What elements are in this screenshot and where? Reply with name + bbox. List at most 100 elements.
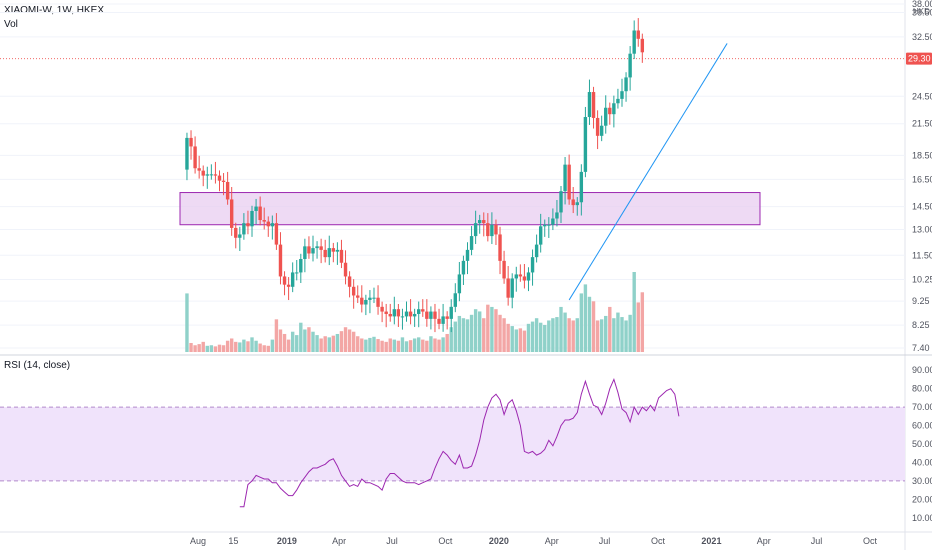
volume-legend: Vol <box>4 19 18 30</box>
candle-body <box>453 293 457 307</box>
volume-bar <box>396 340 401 352</box>
candle-body <box>555 212 559 219</box>
volume-bar <box>274 319 279 352</box>
volume-bar <box>384 341 388 352</box>
candle-body <box>547 224 551 226</box>
price-tick-label: 9.25 <box>912 296 930 306</box>
candle-body <box>242 223 246 235</box>
candle-body <box>246 223 250 227</box>
candle-body <box>571 199 575 206</box>
volume-bar <box>445 333 449 352</box>
volume-bar <box>547 320 551 352</box>
volume-bar <box>510 326 514 352</box>
volume-bar <box>282 333 287 352</box>
candle-body <box>343 262 348 277</box>
candle-body <box>347 276 352 287</box>
volume-bar <box>490 306 494 352</box>
volume-bar <box>205 345 209 352</box>
candle-body <box>494 224 498 235</box>
volume-bar <box>482 318 486 352</box>
price-tick-label: 7.40 <box>912 343 930 353</box>
volume-bar <box>441 337 445 352</box>
volume-bar <box>494 309 498 352</box>
time-tick-label: Aug <box>190 536 206 546</box>
time-tick-label: 2021 <box>701 536 721 546</box>
candle-body <box>490 224 494 237</box>
candle-body <box>514 274 518 279</box>
support-zone <box>179 192 761 226</box>
candle-body <box>368 297 372 300</box>
candle-body <box>282 276 287 285</box>
candle-body <box>583 117 588 172</box>
volume-bar <box>563 312 567 352</box>
candle-body <box>408 311 413 317</box>
volume-bar <box>473 309 478 352</box>
candle-body <box>404 311 409 317</box>
rsi-line <box>239 377 680 508</box>
candle-body <box>543 224 547 227</box>
volume-bar <box>380 340 384 352</box>
volume-bar <box>315 335 319 352</box>
time-tick-label: 2020 <box>489 536 509 546</box>
volume-bar <box>417 337 421 352</box>
candle-body <box>624 77 628 92</box>
candle-body <box>388 313 392 317</box>
candle-body <box>530 257 535 273</box>
volume-bar <box>234 341 238 352</box>
rsi-tick-label: 20.00 <box>912 494 932 504</box>
candle-body <box>323 249 327 258</box>
price-tick-label: 36.50 <box>912 7 932 17</box>
volume-bar <box>591 301 596 352</box>
candle-body <box>229 199 234 228</box>
candle-body <box>299 258 303 273</box>
candle-body <box>433 311 437 319</box>
volume-bar <box>360 338 364 352</box>
volume-bar <box>599 319 604 352</box>
volume-bar <box>632 272 636 352</box>
volume-bar <box>457 315 462 352</box>
candle-body <box>616 98 620 104</box>
candle-body <box>628 53 632 78</box>
volume-bar <box>616 312 620 352</box>
price-tick-label: 11.50 <box>912 250 932 260</box>
candle-body <box>351 286 356 296</box>
volume-bar <box>412 338 417 352</box>
time-tick-label: Apr <box>757 536 771 546</box>
volume-bar <box>185 293 189 352</box>
time-tick-label: Oct <box>863 536 878 546</box>
price-tick-label: 21.50 <box>912 119 932 129</box>
candle-body <box>579 171 584 203</box>
volume-bar <box>636 302 640 352</box>
rsi-legend: RSI (14, close) <box>4 360 71 371</box>
time-tick-label: Jul <box>599 536 611 546</box>
rsi-tick-label: 90.00 <box>912 365 932 375</box>
rsi-tick-label: 50.00 <box>912 439 932 449</box>
volume-bar <box>534 318 539 352</box>
candle-body <box>632 30 636 54</box>
candle-body <box>217 175 222 181</box>
volume-bar <box>250 337 254 352</box>
candle-body <box>201 170 205 176</box>
volume-bar <box>437 339 441 352</box>
candle-body <box>376 297 380 307</box>
time-tick-label: Oct <box>438 536 453 546</box>
candle-body <box>392 309 397 317</box>
volume-bar <box>575 318 579 352</box>
candle-body <box>400 316 405 318</box>
volume-bar <box>624 320 628 352</box>
candle-body <box>640 38 645 53</box>
volume-bar <box>400 337 405 352</box>
time-tick-label: Apr <box>332 536 346 546</box>
candle-body <box>412 313 417 317</box>
candle-body <box>286 284 291 287</box>
volume-bar <box>364 339 368 352</box>
candle-body <box>457 274 462 294</box>
volume-bar <box>449 327 453 352</box>
candle-body <box>307 246 311 254</box>
volume-bar <box>213 346 218 352</box>
volume-bar <box>498 314 502 352</box>
candle-body <box>465 249 470 261</box>
volume-bar <box>502 318 506 352</box>
candle-body <box>193 146 197 169</box>
